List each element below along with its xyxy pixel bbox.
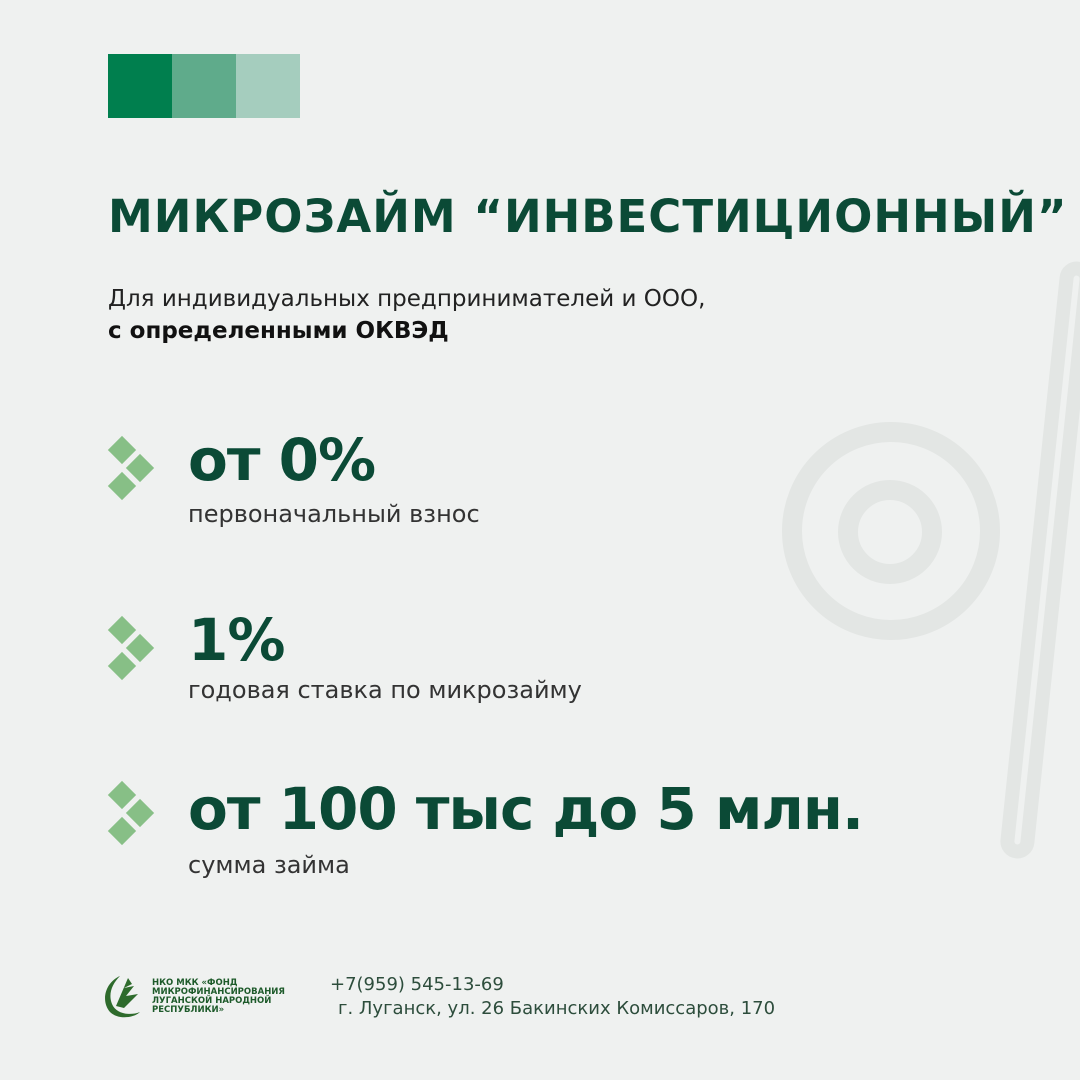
decorative-ring (838, 480, 942, 584)
logo-icon (105, 976, 140, 1018)
color-swatch (172, 54, 236, 118)
logo-line: РЕСПУБЛИКИ» (152, 1005, 225, 1015)
logo-line: ЛУГАНСКОЙ НАРОДНОЙ (152, 996, 272, 1006)
logo-text: НКО МКК «ФОНД МИКРОФИНАНСИРОВАНИЯ ЛУГАНС… (152, 979, 285, 1015)
feature-label: первоначальный взнос (188, 500, 480, 528)
color-swatch (108, 54, 172, 118)
subtitle-bold: с определенными ОКВЭД (108, 318, 449, 344)
decorative-line (998, 259, 1080, 861)
color-swatch (236, 54, 300, 118)
page-title: МИКРОЗАЙМ “ИНВЕСТИЦИОННЫЙ” (108, 190, 1068, 243)
feature-value: 1% (188, 606, 285, 674)
feature-label: сумма займа (188, 851, 350, 879)
feature-value: от 100 тыс до 5 млн. (188, 775, 864, 843)
logo-line: НКО МКК «ФОНД (152, 978, 238, 988)
phone-number: +7(959) 545-13-69 (330, 974, 504, 995)
subtitle: Для индивидуальных предпринимателей и ОО… (108, 283, 705, 347)
feature-value: от 0% (188, 426, 376, 494)
logo-line: МИКРОФИНАНСИРОВАНИЯ (152, 987, 285, 997)
address: г. Луганск, ул. 26 Бакинских Комиссаров,… (338, 998, 776, 1019)
feature-label: годовая ставка по микрозайму (188, 676, 582, 704)
subtitle-line: Для индивидуальных предпринимателей и ОО… (108, 286, 706, 312)
